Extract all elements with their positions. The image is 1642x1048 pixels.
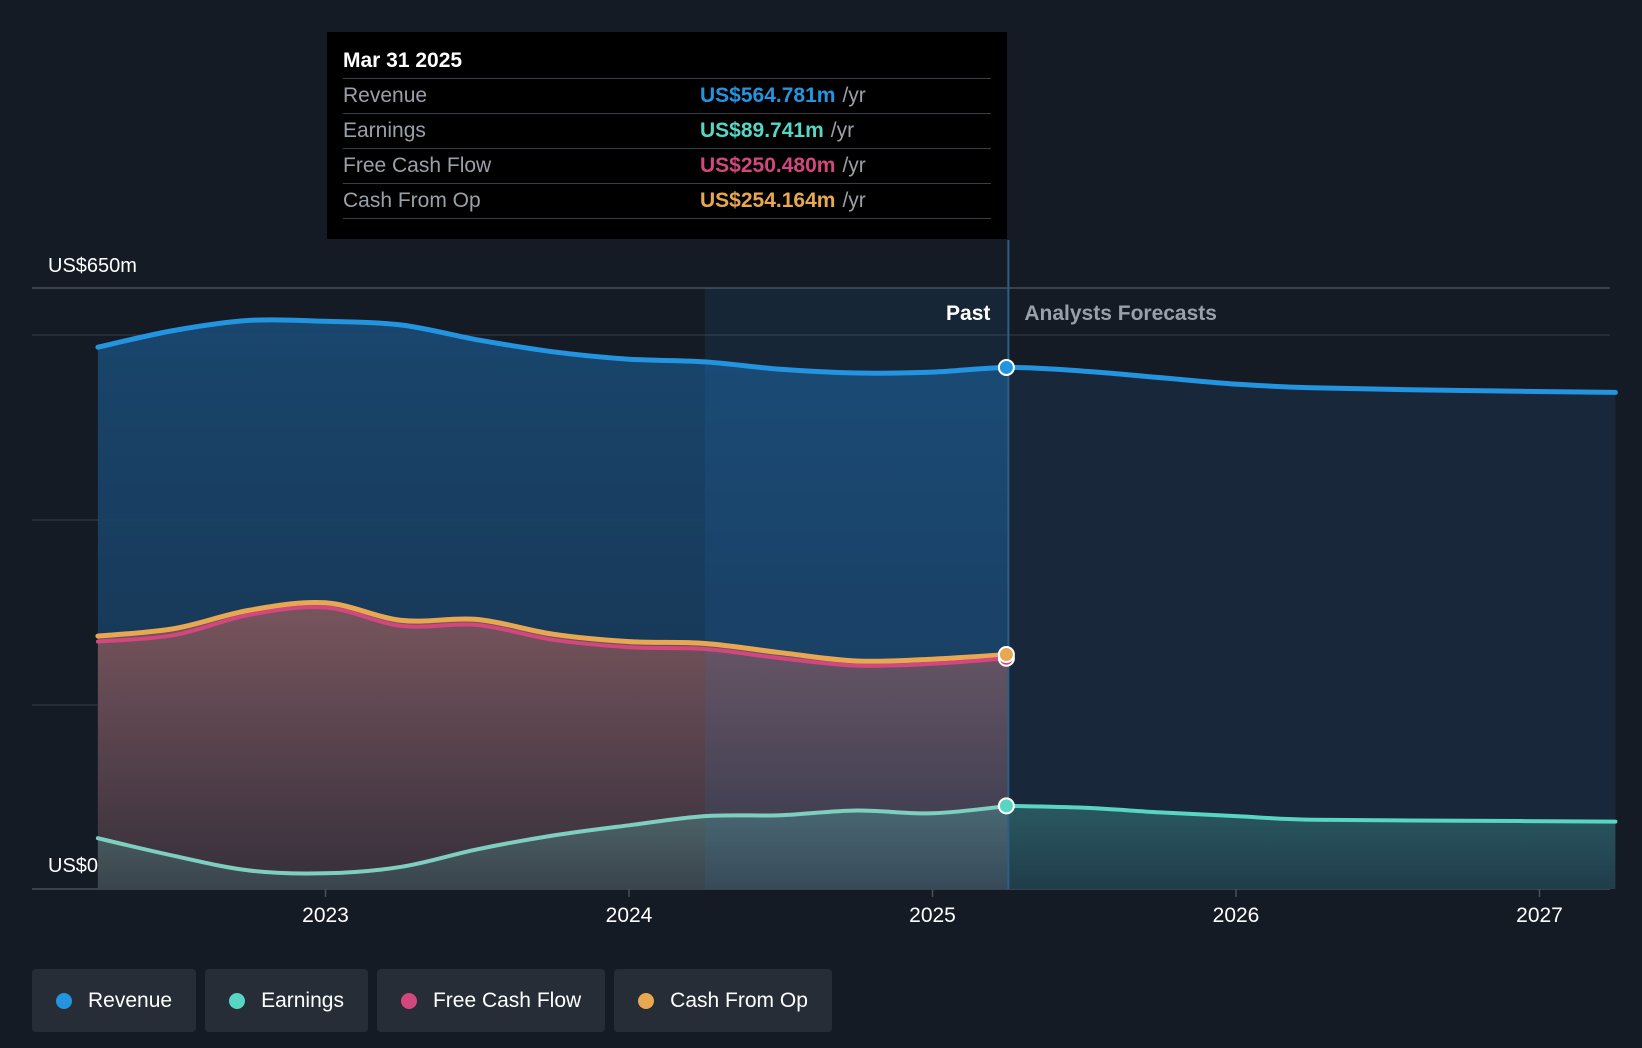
tooltip-row-earnings: Earnings US$89.741m /yr — [343, 113, 991, 148]
earnings-area — [97, 805, 1616, 889]
y-axis-max-label: US$650m — [48, 255, 137, 277]
free-cash-flow-dot-icon — [400, 992, 417, 1009]
tooltip-label: Free Cash Flow — [343, 154, 492, 177]
tooltip-date: Mar 31 2025 — [343, 49, 463, 72]
earnings-line-past — [95, 803, 1011, 876]
legend-label: Earnings — [261, 988, 344, 1012]
tooltip-row-cash-from-op: Cash From Op US$254.164m /yr — [343, 183, 991, 219]
earnings-line-forecast — [1006, 803, 1618, 824]
revenue-line — [95, 317, 1618, 395]
revenue-dot-icon — [56, 992, 72, 1009]
tooltip-unit: /yr — [842, 84, 866, 107]
legend-label: Free Cash Flow — [432, 988, 582, 1012]
tooltip-label: Revenue — [343, 84, 428, 107]
x-tick-label: 2027 — [1516, 904, 1563, 927]
free-cash-flow-line — [95, 605, 1011, 668]
forecast-label: Analysts Forecasts — [1024, 302, 1217, 325]
legend-item-free-cash-flow[interactable]: Free Cash Flow — [376, 969, 606, 1032]
past-label: Past — [946, 302, 990, 325]
x-tick-label: 2023 — [302, 904, 349, 927]
tooltip-value: US$564.781m — [700, 84, 836, 107]
legend-label: Revenue — [88, 988, 173, 1012]
tooltip-row-revenue: Revenue US$564.781m /yr — [343, 78, 991, 113]
x-tick-label: 2026 — [1213, 904, 1260, 927]
tooltip-unit: /yr — [842, 154, 866, 177]
chart-area: US$650m US$0 Past Analysts Forecasts 2023 202… — [0, 0, 1642, 960]
tooltip-label: Earnings — [343, 119, 426, 142]
legend-item-cash-from-op[interactable]: Cash From Op — [614, 969, 832, 1032]
tooltip-unit: /yr — [842, 189, 866, 212]
earnings-dot-icon — [229, 992, 246, 1009]
x-tick-label: 2025 — [909, 904, 956, 927]
tooltip: Mar 31 2025 Revenue US$564.781m /yr Earn… — [327, 32, 1007, 239]
tooltip-label: Cash From Op — [343, 189, 481, 212]
tooltip-row-free-cash-flow: Free Cash Flow US$250.480m /yr — [343, 148, 991, 183]
chart-svg[interactable]: US$650m US$0 Past Analysts Forecasts 2023 202… — [0, 0, 1642, 960]
cash-from-op-line — [95, 599, 1011, 664]
legend-item-earnings[interactable]: Earnings — [205, 969, 368, 1032]
earnings-marker — [997, 797, 1015, 815]
legend-item-revenue[interactable]: Revenue — [32, 969, 197, 1032]
tooltip-value: US$254.164m — [700, 189, 836, 212]
x-tick-label: 2024 — [606, 904, 653, 927]
revenue-marker — [997, 358, 1015, 376]
tooltip-value: US$89.741m — [700, 119, 824, 142]
legend-label: Cash From Op — [670, 988, 808, 1012]
highlight-band — [704, 288, 1009, 889]
tooltip-value: US$250.480m — [700, 154, 836, 177]
cash-from-op-dot-icon — [638, 992, 655, 1009]
y-axis-min-label: US$0 — [48, 855, 98, 877]
revenue-area-forecast — [1008, 367, 1616, 889]
cash-from-op-marker — [997, 646, 1015, 664]
tooltip-unit: /yr — [830, 119, 855, 142]
legend: Revenue Earnings Free Cash Flow Cash Fro… — [32, 969, 832, 1032]
